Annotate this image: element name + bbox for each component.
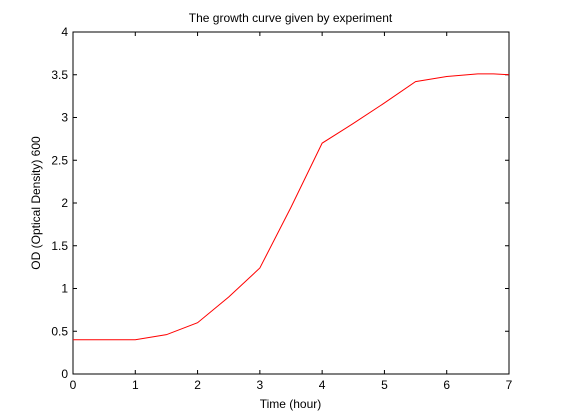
x-tick-label: 3 xyxy=(257,378,264,392)
y-tick-label: 4 xyxy=(61,25,68,39)
plot-frame xyxy=(72,31,510,375)
y-tick-label: 2 xyxy=(61,196,68,210)
x-tick-label: 5 xyxy=(381,378,388,392)
x-tick-label: 2 xyxy=(194,378,201,392)
x-tick-label: 6 xyxy=(443,378,450,392)
y-tick-label: 1 xyxy=(61,282,68,296)
x-tick-label: 4 xyxy=(319,378,326,392)
chart-title: The growth curve given by experiment xyxy=(189,11,393,25)
y-tick-label: 0.5 xyxy=(51,324,68,338)
x-tick-label: 0 xyxy=(70,378,77,392)
plot-area xyxy=(72,31,510,375)
series-line xyxy=(73,73,510,341)
x-tick-label: 1 xyxy=(132,378,139,392)
x-tick-label: 7 xyxy=(506,378,513,392)
x-axis-title: Time (hour) xyxy=(260,397,322,411)
x-axis-ticks: 0 1 2 3 4 5 6 7 xyxy=(70,32,513,392)
y-tick-label: 1.5 xyxy=(51,239,68,253)
y-tick-label: 2.5 xyxy=(51,153,68,167)
y-tick-label: 3 xyxy=(61,111,68,125)
y-axis-title: OD (Optical Density) 600 xyxy=(29,136,43,270)
y-tick-label: 0 xyxy=(61,367,68,381)
y-axis-ticks: 0 0.5 1 1.5 2 2.5 3 3.5 4 xyxy=(51,25,509,381)
y-tick-label: 3.5 xyxy=(51,68,68,82)
series-layer xyxy=(73,73,510,341)
